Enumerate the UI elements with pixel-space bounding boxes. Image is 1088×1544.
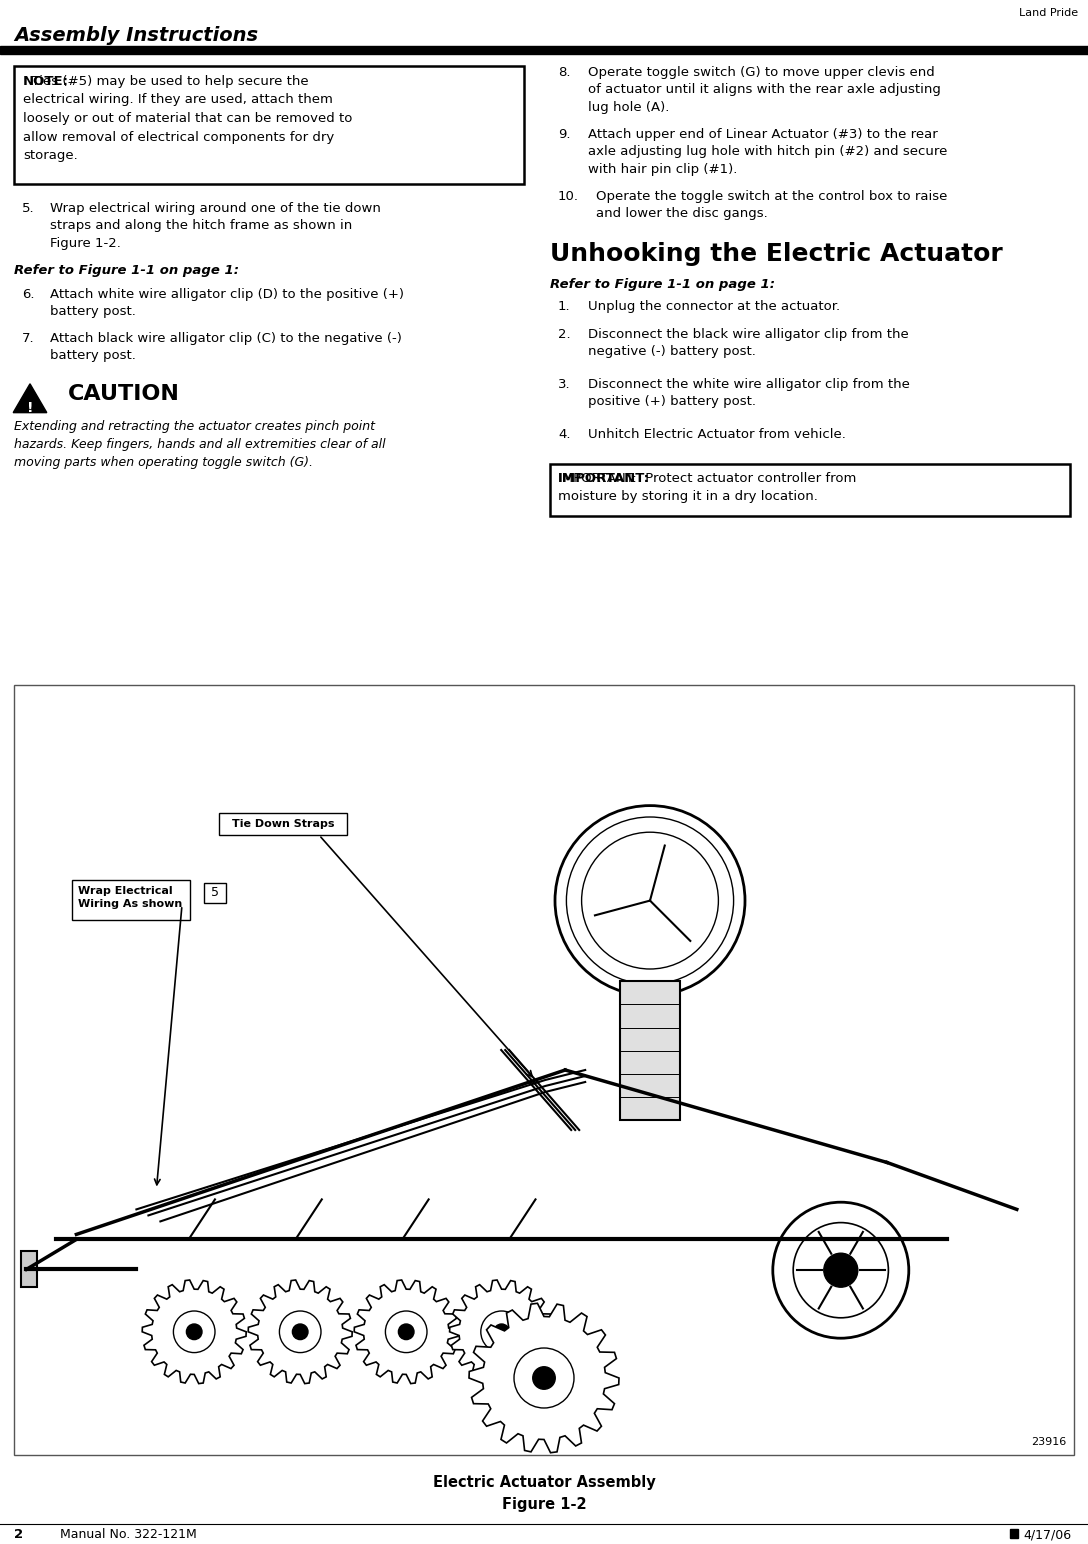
Text: Wrap electrical wiring around one of the tie down
straps and along the hitch fra: Wrap electrical wiring around one of the… — [50, 202, 381, 250]
Circle shape — [793, 1223, 889, 1317]
Circle shape — [385, 1311, 426, 1353]
Text: NOTE:: NOTE: — [23, 76, 69, 88]
Text: 5: 5 — [211, 886, 219, 900]
Circle shape — [494, 1325, 509, 1340]
Text: Manual No. 322-121M: Manual No. 322-121M — [60, 1529, 197, 1541]
Circle shape — [173, 1311, 215, 1353]
Polygon shape — [13, 384, 47, 412]
Text: 6.: 6. — [22, 289, 35, 301]
Text: Assembly Instructions: Assembly Instructions — [14, 26, 258, 45]
Polygon shape — [469, 1303, 619, 1453]
Text: 7.: 7. — [22, 332, 35, 344]
Text: Unhitch Electric Actuator from vehicle.: Unhitch Electric Actuator from vehicle. — [588, 428, 845, 442]
Text: 2.: 2. — [558, 327, 570, 341]
Bar — [205, 883, 226, 903]
Text: 23916: 23916 — [1030, 1437, 1066, 1447]
Text: 3.: 3. — [558, 378, 570, 391]
Text: Land Pride: Land Pride — [1018, 8, 1078, 19]
Circle shape — [533, 1366, 555, 1390]
Text: Operate toggle switch (G) to move upper clevis end
of actuator until it aligns w: Operate toggle switch (G) to move upper … — [588, 66, 941, 114]
Text: 8.: 8. — [558, 66, 570, 79]
Text: Unhooking the Electric Actuator: Unhooking the Electric Actuator — [551, 242, 1003, 266]
Bar — [0, 46, 1088, 54]
Text: Attach upper end of Linear Actuator (#3) to the rear
axle adjusting lug hole wit: Attach upper end of Linear Actuator (#3)… — [588, 128, 948, 176]
Text: Refer to Figure 1-1 on page 1:: Refer to Figure 1-1 on page 1: — [551, 278, 775, 290]
Bar — [219, 814, 347, 835]
Text: Tie Down Straps: Tie Down Straps — [232, 818, 334, 829]
Text: Operate the toggle switch at the control box to raise
and lower the disc gangs.: Operate the toggle switch at the control… — [596, 190, 948, 221]
Circle shape — [772, 1203, 908, 1339]
Text: Disconnect the white wire alligator clip from the
positive (+) battery post.: Disconnect the white wire alligator clip… — [588, 378, 910, 409]
Text: 1.: 1. — [558, 300, 570, 313]
Text: Refer to Figure 1-1 on page 1:: Refer to Figure 1-1 on page 1: — [14, 264, 239, 276]
Circle shape — [481, 1311, 522, 1353]
Bar — [72, 880, 190, 920]
Text: Figure 1-2: Figure 1-2 — [502, 1498, 586, 1512]
Bar — [1010, 1529, 1018, 1538]
Bar — [551, 465, 1070, 516]
Text: Electric Actuator Assembly: Electric Actuator Assembly — [433, 1475, 655, 1490]
Circle shape — [514, 1348, 574, 1408]
Text: 10.: 10. — [558, 190, 579, 202]
Circle shape — [398, 1325, 415, 1340]
Text: Ties (#5) may be used to help secure the
electrical wiring. If they are used, at: Ties (#5) may be used to help secure the… — [23, 76, 353, 162]
Text: Attach black wire alligator clip (C) to the negative (-)
battery post.: Attach black wire alligator clip (C) to … — [50, 332, 401, 363]
Bar — [22, 1251, 37, 1288]
Text: Disconnect the black wire alligator clip from the
negative (-) battery post.: Disconnect the black wire alligator clip… — [588, 327, 908, 358]
Polygon shape — [248, 1280, 353, 1383]
Text: CAUTION: CAUTION — [67, 384, 180, 405]
Text: !: ! — [27, 400, 34, 415]
Text: IMPORTANT:: IMPORTANT: — [558, 472, 650, 485]
Polygon shape — [355, 1280, 458, 1383]
Polygon shape — [449, 1280, 554, 1383]
Circle shape — [186, 1325, 202, 1340]
Circle shape — [280, 1311, 321, 1353]
Circle shape — [555, 806, 745, 996]
Bar — [14, 686, 1074, 1454]
Bar — [620, 982, 680, 1119]
Text: 5.: 5. — [22, 202, 35, 215]
Text: 2: 2 — [14, 1529, 23, 1541]
Text: Attach white wire alligator clip (D) to the positive (+)
battery post.: Attach white wire alligator clip (D) to … — [50, 289, 404, 318]
Circle shape — [824, 1254, 857, 1288]
Text: 4.: 4. — [558, 428, 570, 442]
Text: 4/17/06: 4/17/06 — [1023, 1529, 1071, 1541]
Text: IMPORTANT:  Protect actuator controller from
moisture by storing it in a dry loc: IMPORTANT: Protect actuator controller f… — [558, 472, 856, 503]
Text: 9.: 9. — [558, 128, 570, 141]
Text: Extending and retracting the actuator creates pinch point
hazards. Keep fingers,: Extending and retracting the actuator cr… — [14, 420, 385, 469]
Circle shape — [293, 1325, 308, 1340]
Bar — [14, 66, 524, 184]
Text: Wrap Electrical
Wiring As shown: Wrap Electrical Wiring As shown — [78, 886, 183, 909]
Text: Unplug the connector at the actuator.: Unplug the connector at the actuator. — [588, 300, 840, 313]
Polygon shape — [143, 1280, 246, 1383]
